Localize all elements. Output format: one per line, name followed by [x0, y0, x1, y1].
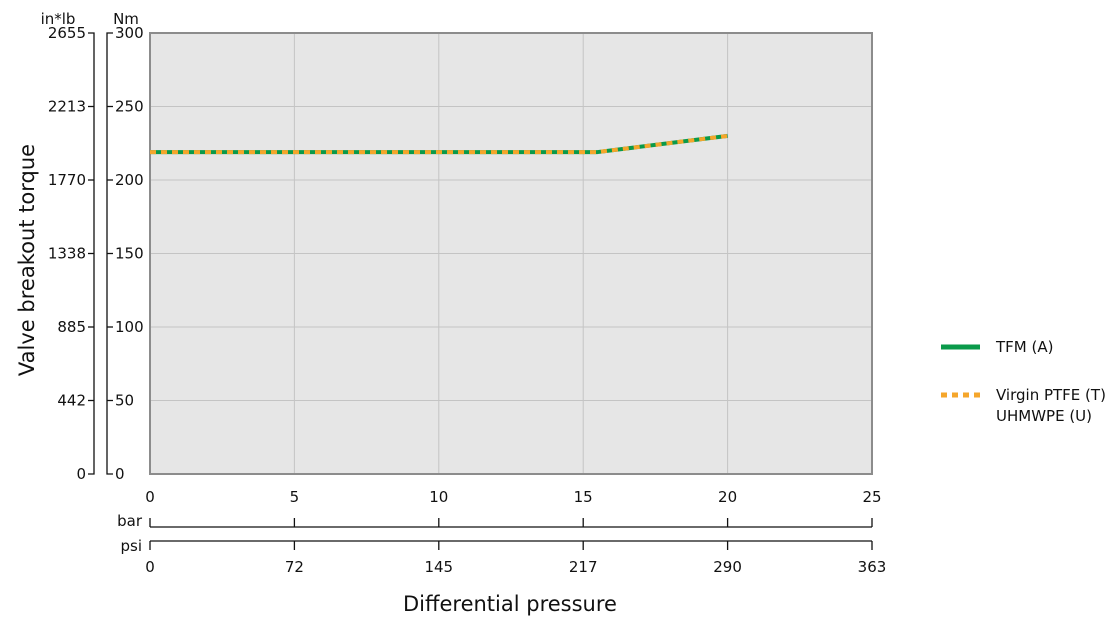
legend-label: TFM (A) [995, 338, 1053, 356]
y-tick-label-nm: 150 [115, 245, 144, 263]
x-tick-label-bar: 15 [574, 488, 593, 506]
y-tick-label-inlb: 442 [57, 392, 86, 410]
y-tick-label-nm: 0 [115, 465, 125, 483]
y-tick-label-inlb: 2213 [48, 98, 86, 116]
x-axes: 0 5 10 15 20 25 0 72 145 217 290 363 [145, 488, 886, 576]
x-unit-bar: bar [117, 512, 143, 530]
x-tick-label-psi: 363 [858, 558, 887, 576]
y-tick-label-nm: 50 [115, 392, 134, 410]
series-line-tfm [150, 133, 728, 155]
y-unit-nm: Nm [113, 10, 139, 28]
x-tick-label-bar: 5 [290, 488, 300, 506]
y-tick-label-inlb: 0 [76, 465, 86, 483]
y-tick-label-nm: 200 [115, 171, 144, 189]
y-axes: 0 0 442 50 885 100 1338 150 1770 200 2213 250 2655 30… [48, 24, 144, 483]
y-tick-label-inlb: 885 [57, 318, 86, 336]
x-unit-psi: psi [120, 537, 142, 555]
y-tick-label-nm: 100 [115, 318, 144, 336]
legend-label: Virgin PTFE (T) [996, 386, 1106, 404]
y-unit-inlb: in*lb [41, 10, 76, 28]
x-tick-label-psi: 217 [569, 558, 598, 576]
x-tick-label-psi: 145 [424, 558, 453, 576]
y-tick-label-nm: 300 [115, 24, 144, 42]
series-lines [150, 133, 728, 155]
legend: TFM (A) Virgin PTFE (T) UHMWPE (U) [941, 338, 1106, 425]
y-tick-label-nm: 250 [115, 98, 144, 116]
plot-frame [149, 32, 873, 475]
gridlines [150, 33, 872, 474]
x-tick-label-psi: 290 [713, 558, 742, 576]
x-tick-label-psi: 0 [145, 558, 155, 576]
x-tick-label-bar: 25 [862, 488, 881, 506]
x-tick-label-bar: 20 [718, 488, 737, 506]
x-axis-title: Differential pressure [403, 592, 617, 616]
x-tick-label-bar: 0 [145, 488, 155, 506]
y-axis-title: Valve breakout torque [15, 144, 39, 376]
x-tick-label-bar: 10 [429, 488, 448, 506]
y-tick-label-inlb: 1770 [48, 171, 86, 189]
legend-label: UHMWPE (U) [996, 407, 1092, 425]
y-tick-label-inlb: 1338 [48, 245, 86, 263]
y-tick-label-inlb: 2655 [48, 24, 86, 42]
x-tick-label-psi: 72 [285, 558, 304, 576]
